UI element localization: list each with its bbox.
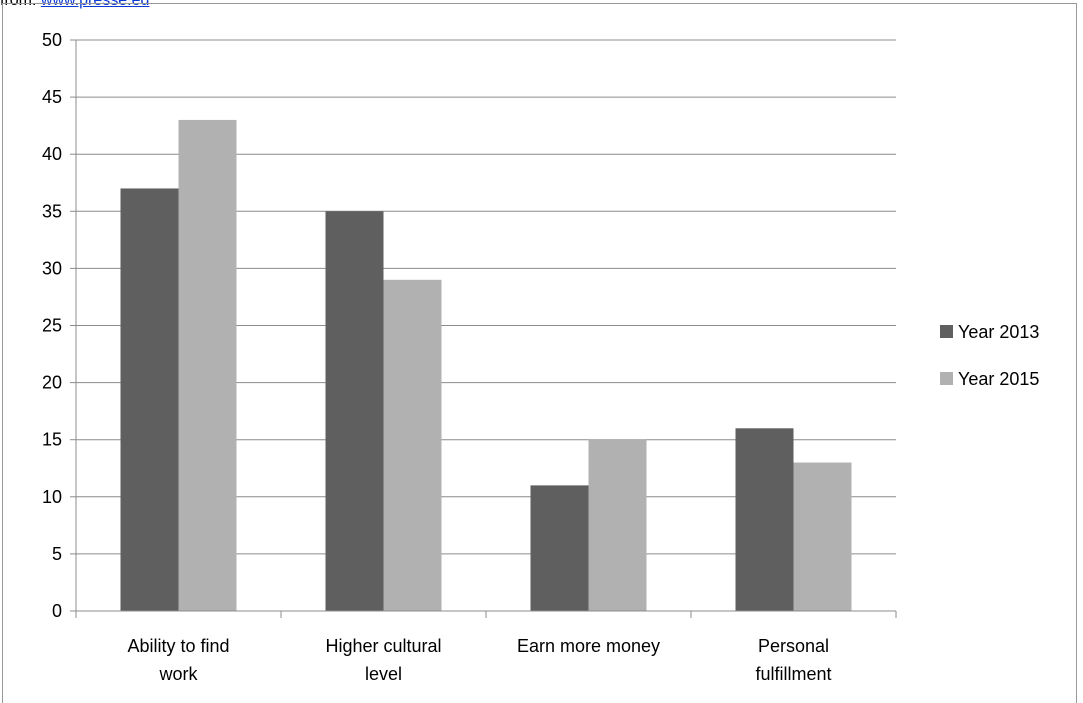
x-tick-label-3-line-1: Earn more money [517,636,660,656]
y-tick-label-30: 30 [42,258,62,278]
y-tick-label-20: 20 [42,373,62,393]
x-tick-label-4-line-1: Personal [758,636,829,656]
y-tick-label-45: 45 [42,87,62,107]
bar-3-year-2015 [588,439,647,611]
legend-label-1: Year 2013 [958,322,1039,342]
legend-swatch-1 [940,325,953,338]
chart-frame [2,3,1077,703]
y-tick-label-10: 10 [42,487,62,507]
x-tick-label-4-line-2: fulfillment [755,664,831,684]
x-tick-label-2-line-2: level [365,664,402,684]
y-tick-label-25: 25 [42,316,62,336]
source-line: from: www.presse.ed [0,0,149,10]
x-tick-label-1-line-2: work [158,664,198,684]
legend-label-2: Year 2015 [958,369,1039,389]
x-tick-label-2-line-1: Higher cultural [325,636,441,656]
source-link[interactable]: www.presse.ed [40,0,150,9]
bar-3-year-2013 [530,485,589,611]
bar-4-year-2015 [793,462,852,611]
y-tick-label-40: 40 [42,144,62,164]
bar-1-year-2015 [178,119,237,611]
bar-4-year-2013 [735,428,794,611]
x-tick-label-1-line-1: Ability to find [127,636,229,656]
y-tick-label-0: 0 [52,601,62,621]
bar-1-year-2013 [120,188,179,611]
bar-2-year-2015 [383,279,442,611]
y-tick-label-35: 35 [42,201,62,221]
legend-swatch-2 [940,372,953,385]
y-tick-label-15: 15 [42,430,62,450]
bar-2-year-2013 [325,211,384,612]
y-tick-label-50: 50 [42,30,62,50]
y-tick-label-5: 5 [52,544,62,564]
source-prefix: from: [0,0,41,9]
